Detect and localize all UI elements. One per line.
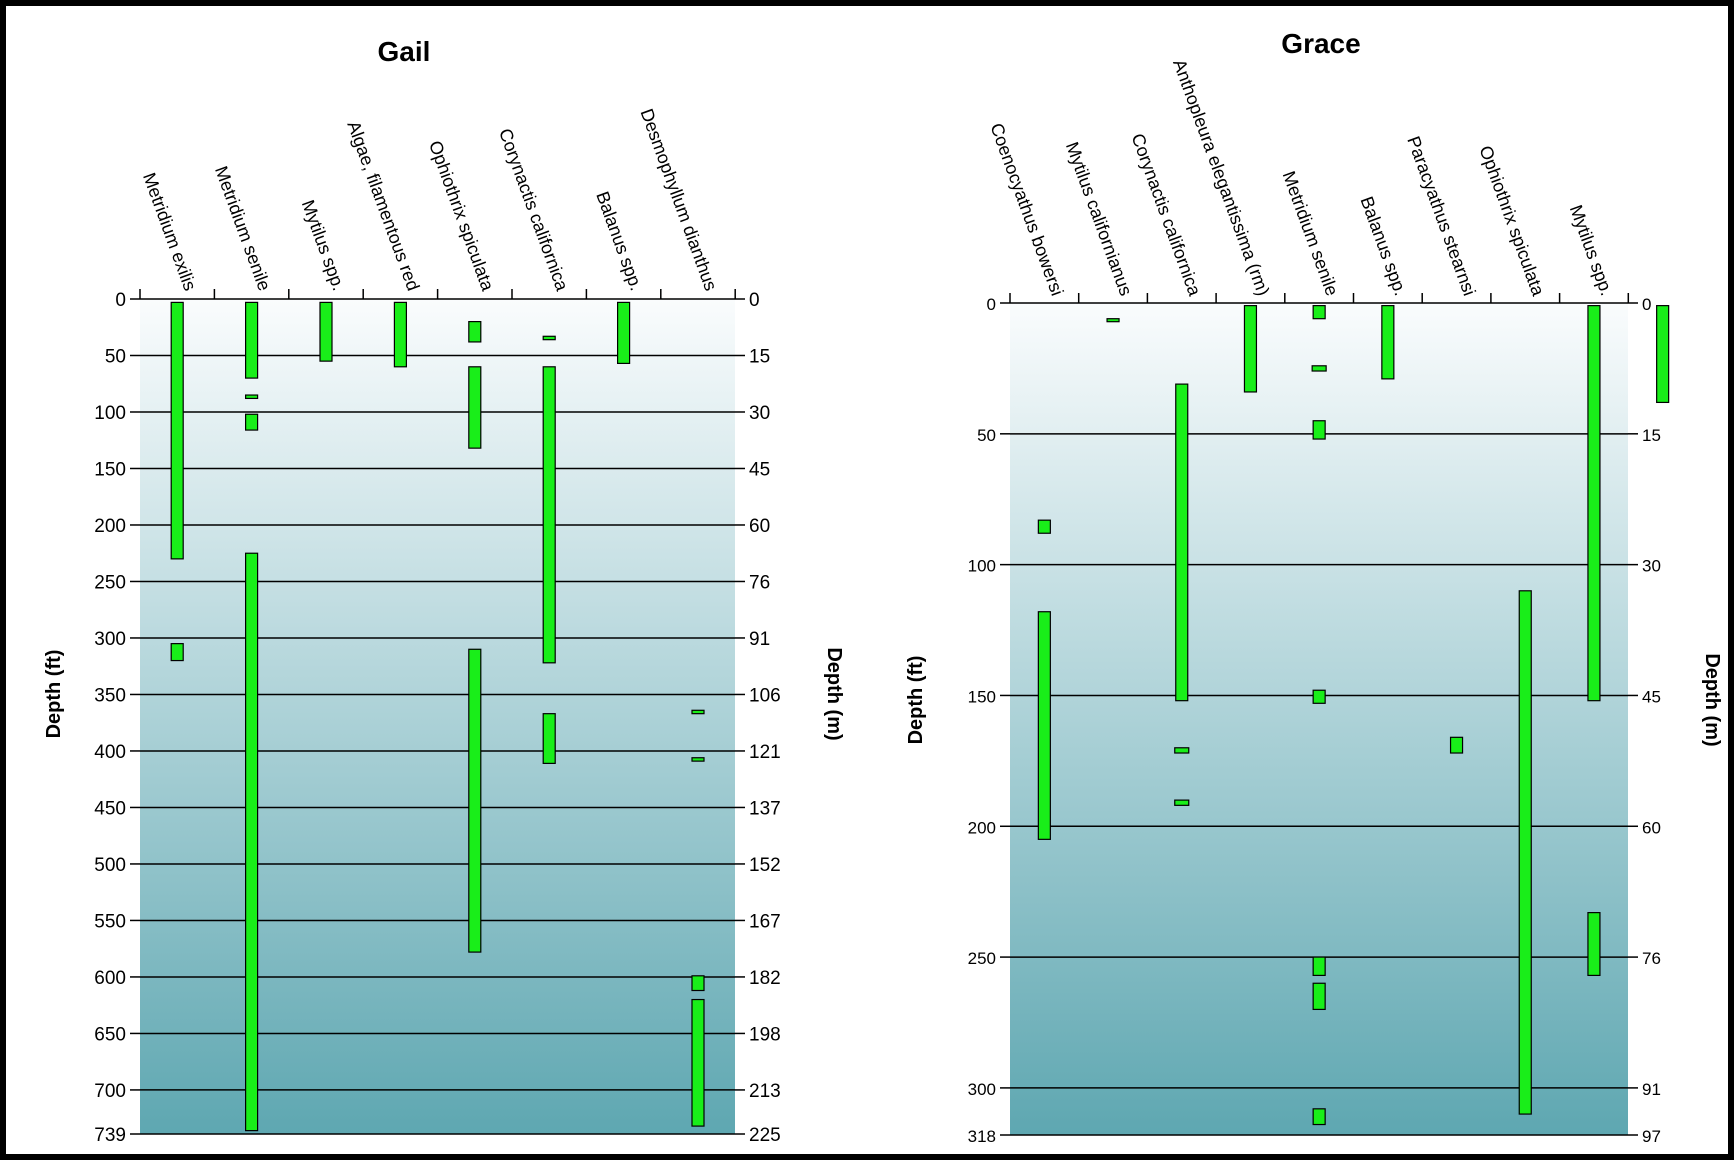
grace-range-bar bbox=[1518, 590, 1532, 1115]
gail-range-bar bbox=[542, 335, 556, 341]
grace-range-bar bbox=[1449, 736, 1464, 754]
gail-m-tick-label: 15 bbox=[749, 346, 770, 367]
gail-ft-tick-label: 0 bbox=[115, 290, 126, 311]
grace-m-tick-label: 0 bbox=[1642, 295, 1651, 314]
gail-range-bar bbox=[691, 757, 705, 762]
grace-range-bar bbox=[1174, 799, 1190, 806]
grace-m-tick-label: 97 bbox=[1642, 1127, 1661, 1146]
gail-m-tick-label: 167 bbox=[749, 911, 781, 932]
gail-plot-area bbox=[140, 299, 735, 1134]
grace-ft-tick-label: 300 bbox=[968, 1080, 996, 1099]
grace-m-tick-label: 30 bbox=[1642, 557, 1661, 576]
gail-m-tick-label: 0 bbox=[749, 290, 760, 311]
gail-range-bar bbox=[542, 366, 556, 664]
gail-ft-tick-label: 650 bbox=[94, 1024, 126, 1045]
gail-ft-tick-label: 450 bbox=[94, 798, 126, 819]
gail-ft-tick-label: 300 bbox=[94, 629, 126, 650]
gail-range-bar bbox=[691, 975, 705, 992]
grace-m-tick-label: 45 bbox=[1642, 687, 1661, 706]
grace-title: Grace bbox=[1281, 28, 1360, 59]
gail-m-tick-label: 152 bbox=[749, 855, 781, 876]
gail-range-bar bbox=[170, 301, 184, 560]
gail-range-bar bbox=[468, 366, 482, 449]
grace-ft-tick-label: 200 bbox=[968, 818, 996, 837]
grace-range-bar bbox=[1243, 305, 1258, 393]
gail-ft-tick-label: 550 bbox=[94, 911, 126, 932]
gail-ft-tick-label: 739 bbox=[94, 1125, 126, 1146]
gail-m-tick-label: 45 bbox=[749, 459, 770, 480]
grace-ft-tick-label: 250 bbox=[968, 949, 996, 968]
grace-m-tick-label: 91 bbox=[1642, 1080, 1661, 1099]
gail-range-bar bbox=[393, 301, 407, 368]
gail-ylabel-right: Depth (m) bbox=[823, 647, 845, 740]
grace-range-bar bbox=[1106, 318, 1120, 323]
grace-range-bar bbox=[1312, 956, 1326, 977]
gail-range-bar bbox=[468, 648, 482, 953]
gail-ft-tick-label: 200 bbox=[94, 516, 126, 537]
grace-range-bar bbox=[1037, 519, 1051, 534]
gail-range-bar bbox=[691, 998, 705, 1127]
gail-m-tick-label: 60 bbox=[749, 516, 770, 537]
grace-range-bar bbox=[1312, 689, 1326, 704]
gail-m-tick-label: 121 bbox=[749, 742, 781, 763]
grace-ft-tick-label: 318 bbox=[968, 1127, 996, 1146]
gail-title: Gail bbox=[378, 36, 431, 67]
gail-m-tick-label: 225 bbox=[749, 1125, 781, 1146]
grace-range-bar bbox=[1656, 305, 1670, 404]
grace-ft-tick-label: 0 bbox=[987, 295, 996, 314]
grace-m-tick-label: 60 bbox=[1642, 818, 1661, 837]
grace-range-bar bbox=[1311, 365, 1327, 372]
gail-ft-tick-label: 150 bbox=[94, 459, 126, 480]
grace-ylabel-right: Depth (m) bbox=[1701, 653, 1723, 746]
gail-ft-tick-label: 50 bbox=[105, 346, 126, 367]
gail-m-tick-label: 213 bbox=[749, 1081, 781, 1102]
grace-range-bar bbox=[1175, 383, 1189, 702]
grace-ylabel-left: Depth (ft) bbox=[905, 656, 927, 745]
grace-range-bar bbox=[1587, 305, 1601, 702]
gail-range-bar bbox=[542, 713, 556, 764]
gail-m-tick-label: 137 bbox=[749, 798, 781, 819]
gail-m-tick-label: 30 bbox=[749, 403, 770, 424]
grace-range-bar bbox=[1587, 912, 1601, 977]
grace-m-tick-label: 15 bbox=[1642, 426, 1661, 445]
grace-ft-tick-label: 50 bbox=[977, 426, 996, 445]
gail-range-bar bbox=[691, 709, 705, 715]
grace-range-bar bbox=[1312, 982, 1326, 1011]
grace-range-bar bbox=[1312, 1108, 1326, 1126]
gail-range-bar bbox=[616, 301, 631, 365]
gail-ft-tick-label: 400 bbox=[94, 742, 126, 763]
gail-range-bar bbox=[245, 394, 259, 400]
gail-range-bar bbox=[245, 301, 259, 379]
gail-ft-tick-label: 100 bbox=[94, 403, 126, 424]
grace-range-bar bbox=[1312, 305, 1326, 320]
gail-range-bar bbox=[468, 320, 482, 343]
gail-ylabel-left: Depth (ft) bbox=[43, 650, 65, 739]
grace-range-bar bbox=[1174, 747, 1190, 754]
gail-ft-tick-label: 350 bbox=[94, 685, 126, 706]
grace-range-bar bbox=[1381, 305, 1395, 380]
grace-range-bar bbox=[1037, 611, 1051, 840]
gail-range-bar bbox=[170, 643, 184, 662]
gail-m-tick-label: 76 bbox=[749, 572, 770, 593]
grace-ft-tick-label: 100 bbox=[968, 557, 996, 576]
gail-m-tick-label: 182 bbox=[749, 968, 781, 989]
gail-range-bar bbox=[319, 301, 333, 362]
grace-range-bar bbox=[1312, 420, 1326, 440]
gail-ft-tick-label: 700 bbox=[94, 1081, 126, 1102]
grace-m-tick-label: 76 bbox=[1642, 949, 1661, 968]
grace-ft-tick-label: 150 bbox=[968, 687, 996, 706]
gail-ft-tick-label: 250 bbox=[94, 572, 126, 593]
gail-ft-tick-label: 500 bbox=[94, 855, 126, 876]
gail-m-tick-label: 106 bbox=[749, 685, 781, 706]
gail-m-tick-label: 198 bbox=[749, 1024, 781, 1045]
gail-range-bar bbox=[245, 413, 259, 431]
gail-m-tick-label: 91 bbox=[749, 629, 770, 650]
gail-range-bar bbox=[245, 552, 259, 1132]
gail-ft-tick-label: 600 bbox=[94, 968, 126, 989]
